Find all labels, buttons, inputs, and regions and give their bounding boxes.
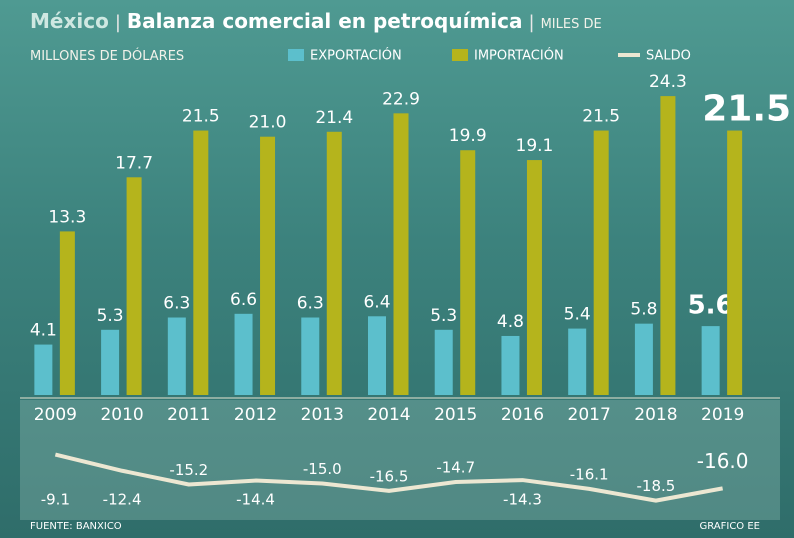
bar	[501, 336, 519, 395]
bar	[301, 318, 319, 395]
value-label: 21.0	[249, 113, 287, 133]
bar	[394, 113, 409, 395]
value-label: -14.4	[236, 491, 275, 509]
x-tick-label: 2009	[34, 405, 77, 425]
bar	[127, 177, 142, 395]
value-label: 21.4	[315, 108, 353, 128]
value-label: 6.3	[297, 294, 324, 314]
value-label: -16.0	[697, 449, 749, 473]
bar	[568, 329, 586, 395]
chart: FUENTE: BANXICO GRAFICO EE EXPORTACIÓNIM…	[0, 0, 794, 538]
x-tick-label: 2016	[501, 405, 544, 425]
value-label: 5.3	[430, 306, 457, 326]
value-label: 6.3	[163, 294, 190, 314]
value-label: -9.1	[41, 491, 70, 509]
bar	[34, 345, 52, 395]
header: México | Balanza comercial en petroquímica…	[30, 6, 670, 72]
bar	[193, 131, 208, 395]
x-tick-label: 2012	[234, 405, 277, 425]
chart-title: Balanza comercial en petroquímica	[127, 9, 523, 33]
bar	[460, 150, 475, 395]
country: México	[30, 9, 109, 33]
x-tick-label: 2011	[167, 405, 210, 425]
bar	[168, 318, 186, 395]
value-label: 6.6	[230, 290, 257, 310]
value-label: -12.4	[103, 491, 142, 509]
x-tick-label: 2010	[100, 405, 143, 425]
value-label: 17.7	[115, 153, 153, 173]
x-tick-label: 2014	[367, 405, 410, 425]
value-label: 5.3	[97, 306, 124, 326]
bar	[527, 160, 542, 395]
bar	[235, 314, 253, 395]
separator: |	[115, 12, 121, 33]
value-label: -18.5	[637, 477, 676, 495]
value-label: 6.4	[363, 292, 390, 312]
credit: GRAFICO EE	[699, 521, 760, 532]
bar	[327, 132, 342, 395]
value-label: 4.8	[497, 312, 524, 332]
value-label: 5.8	[630, 300, 657, 320]
value-label: 5.6	[688, 291, 734, 321]
bar	[260, 137, 275, 395]
source: FUENTE: BANXICO	[30, 521, 122, 532]
value-label: 21.5	[702, 89, 791, 130]
value-label: -15.2	[169, 461, 208, 479]
bar	[594, 131, 609, 395]
value-label: 22.9	[382, 89, 420, 109]
value-label: 5.4	[564, 305, 591, 325]
bar	[368, 316, 386, 395]
bar	[635, 324, 653, 395]
chart-svg: FUENTE: BANXICO GRAFICO EE EXPORTACIÓNIM…	[0, 0, 794, 538]
value-label: 19.1	[516, 136, 554, 156]
value-label: 4.1	[30, 321, 57, 341]
bar	[660, 96, 675, 395]
value-label: 21.5	[582, 107, 620, 127]
value-label: -16.1	[570, 465, 609, 483]
x-tick-label: 2019	[701, 405, 744, 425]
value-label: 21.5	[182, 107, 220, 127]
bar	[60, 231, 75, 395]
value-label: 19.9	[449, 126, 487, 146]
value-label: -15.0	[303, 460, 342, 478]
separator: |	[529, 12, 535, 33]
value-label: 24.3	[649, 72, 687, 92]
x-tick-label: 2013	[301, 405, 344, 425]
bar	[101, 330, 119, 395]
value-label: 13.3	[48, 207, 86, 227]
value-label: -16.5	[370, 467, 409, 485]
x-tick-label: 2017	[568, 405, 611, 425]
bar	[435, 330, 453, 395]
bar	[727, 131, 742, 395]
x-tick-label: 2015	[434, 405, 477, 425]
x-tick-label: 2018	[634, 405, 677, 425]
bar	[702, 326, 720, 395]
value-label: -14.7	[436, 459, 475, 477]
value-label: -14.3	[503, 491, 542, 509]
